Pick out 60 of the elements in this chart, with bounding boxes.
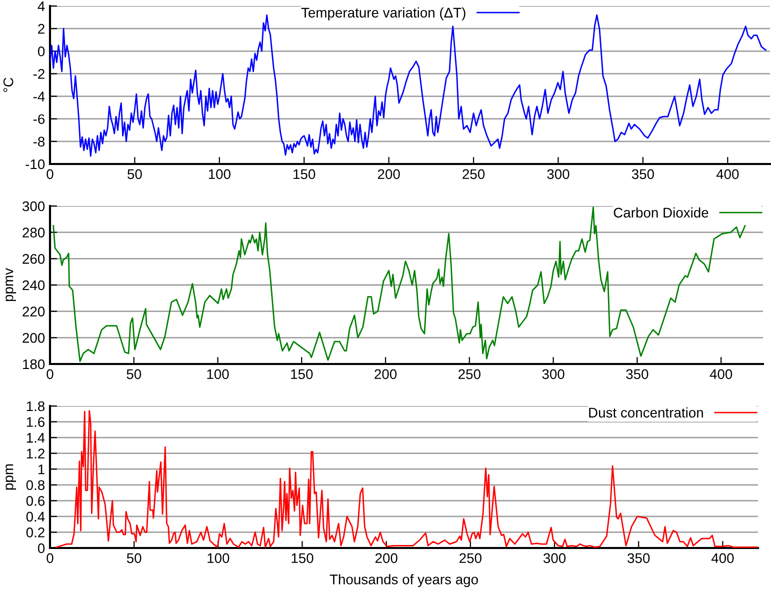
- y-tick-label: -2: [33, 69, 44, 79]
- y-tick-label: 180: [23, 359, 45, 370]
- y-tick-label: 240: [22, 280, 45, 290]
- x-tick-label: 150: [291, 369, 313, 380]
- x-tick-label: 250: [462, 169, 485, 180]
- y-axis-title: ppm: [6, 464, 16, 490]
- x-tick-label: 150: [292, 553, 314, 564]
- line-series: [52, 206, 746, 362]
- y-tick-label: 0: [38, 46, 45, 56]
- x-tick-label: 400: [711, 553, 734, 564]
- legend-label: Dust concentration: [589, 407, 703, 418]
- y-tick-label: 0.8: [26, 480, 45, 490]
- x-tick-label: 100: [208, 169, 230, 180]
- y-tick-label: 0.6: [26, 496, 45, 506]
- x-tick-label: 50: [126, 553, 142, 564]
- y-tick-label: 2: [38, 24, 44, 34]
- x-tick-label: 250: [460, 553, 482, 564]
- x-tick-label: 350: [632, 169, 654, 180]
- y-tick-label: 1.2: [26, 448, 44, 458]
- y-axis-title: °C: [3, 78, 14, 92]
- x-tick-label: 100: [208, 553, 230, 564]
- x-tick-label: 0: [46, 169, 54, 180]
- y-tick-label: 220: [22, 306, 45, 317]
- legend-label: Temperature variation (ΔT): [301, 7, 466, 20]
- x-tick-label: 0: [46, 553, 54, 564]
- y-tick-label: 0.2: [26, 528, 44, 538]
- x-tick-label: 0: [46, 369, 54, 380]
- x-tick-label: 50: [126, 369, 142, 380]
- x-axis-title: Thousands of years ago: [330, 574, 478, 588]
- x-tick-label: 300: [542, 369, 564, 380]
- y-tick-label: 1: [38, 464, 44, 474]
- y-tick-label: -6: [33, 114, 45, 124]
- x-tick-label: 250: [458, 369, 480, 380]
- y-tick-label: 0.4: [26, 512, 45, 522]
- legend-label: Carbon Dioxide: [614, 207, 708, 218]
- x-tick-label: 350: [626, 369, 648, 380]
- x-tick-label: 200: [374, 369, 397, 380]
- x-tick-label: 400: [710, 369, 732, 380]
- x-tick-label: 150: [294, 169, 316, 180]
- y-tick-label: -10: [26, 159, 45, 170]
- x-tick-label: 300: [543, 553, 566, 564]
- y-tick-label: 300: [22, 201, 45, 212]
- x-tick-label: 350: [628, 553, 650, 564]
- y-tick-label: 0: [38, 543, 45, 554]
- x-tick-label: 300: [547, 169, 570, 180]
- y-tick-label: 200: [22, 333, 45, 343]
- y-tick-label: 1.4: [26, 433, 45, 443]
- x-tick-label: 200: [375, 553, 398, 564]
- y-tick-label: 4: [38, 1, 45, 12]
- y-axis-title: ppmv: [6, 268, 16, 302]
- x-tick-label: 100: [207, 369, 229, 380]
- x-tick-label: 400: [716, 169, 739, 180]
- y-tick-label: 260: [22, 254, 45, 264]
- y-tick-label: 1.8: [26, 401, 45, 412]
- y-tick-label: 1.6: [26, 417, 45, 427]
- y-tick-label: 280: [22, 228, 45, 238]
- y-tick-label: -8: [33, 136, 45, 147]
- y-tick-label: -4: [33, 92, 45, 102]
- x-tick-label: 200: [378, 169, 400, 180]
- x-tick-label: 50: [128, 169, 142, 180]
